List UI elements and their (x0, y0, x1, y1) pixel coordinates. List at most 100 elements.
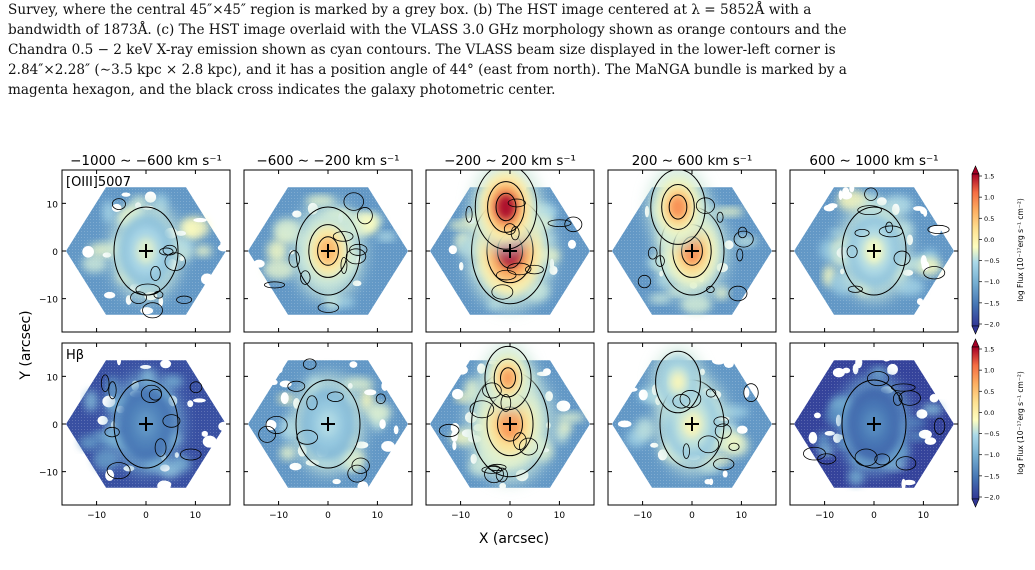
flux-contour (706, 285, 715, 293)
flux-contour (493, 358, 523, 398)
flux-contour (874, 453, 891, 466)
flux-contour (923, 266, 946, 280)
flux-contour (296, 429, 318, 445)
flux-contour (287, 380, 306, 392)
flux-contour (189, 381, 203, 394)
y-tick-label: 0 (52, 421, 58, 431)
flux-contour (495, 269, 517, 281)
flux-contour (892, 392, 903, 406)
flux-contour (547, 219, 572, 228)
flux-contour (345, 248, 367, 265)
flux-contour (153, 290, 164, 299)
flux-contour (714, 423, 732, 439)
flux-contour (135, 283, 161, 296)
flux-contour (465, 205, 473, 223)
flux-contour (347, 464, 367, 483)
flux-contour (491, 284, 514, 300)
column-title: −600 ∼ −200 km s⁻¹ (256, 153, 399, 169)
column-title: 200 ∼ 600 km s⁻¹ (632, 153, 753, 169)
flux-contour (113, 379, 179, 469)
flux-contour (306, 395, 318, 411)
flux-contour (332, 231, 354, 242)
flux-contour (495, 467, 508, 483)
colorbar-tick-label: −1.5 (984, 299, 1000, 307)
flux-contour (375, 393, 386, 405)
flux-contour (506, 262, 532, 276)
x-tick-label: 0 (871, 511, 877, 521)
colorbar-tick-label: 0.5 (984, 215, 994, 223)
emission-blob (670, 372, 686, 392)
colorbar-tick-label: 1.5 (984, 346, 994, 354)
y-tick-label: −10 (39, 469, 58, 479)
colorbar-tick-label: 1.5 (984, 173, 994, 181)
flux-contour (162, 244, 177, 256)
flux-contour (263, 281, 286, 289)
flux-contour (317, 302, 340, 313)
flux-contour (895, 456, 917, 471)
flux-contour (351, 457, 370, 474)
x-tick-label: −10 (815, 511, 834, 521)
flux-contour (668, 194, 688, 220)
flux-contour (340, 257, 348, 274)
y-axis-label: Y (arcsec) (18, 310, 34, 380)
flux-contour (672, 394, 691, 409)
y-tick-label: 10 (47, 200, 59, 210)
flux-contour (655, 350, 701, 414)
flux-contour (519, 437, 538, 456)
x-tick-label: 10 (918, 511, 930, 521)
x-tick-label: 0 (689, 511, 695, 521)
channel-map-panel: −10 0 10 (425, 342, 595, 521)
flux-contour (154, 438, 167, 457)
flux-contour (697, 435, 720, 454)
flux-contour (933, 417, 946, 435)
flux-contour (326, 391, 344, 402)
caption-line: magenta hexagon, and the black cross ind… (8, 82, 556, 98)
caption-line: 2.84″×2.28″ (∼3.5 kpc × 2.8 kpc), and it… (8, 62, 847, 78)
channel-map-panel: −600 ∼ −200 km s⁻¹ (243, 153, 413, 333)
flux-contour (308, 224, 348, 278)
flux-contour (846, 245, 858, 259)
flux-contour (162, 414, 181, 428)
column-title: −1000 ∼ −600 km s⁻¹ (70, 153, 222, 169)
x-tick-label: 0 (325, 511, 331, 521)
flux-contour (817, 453, 837, 465)
flux-contour (857, 205, 882, 216)
flux-contour (661, 184, 695, 230)
x-tick-label: 0 (143, 511, 149, 521)
flux-contour (159, 247, 174, 256)
colorbar: 1.5 1.0 0.5 0.0 −0.5 −1.0 −1.5 −2.0 log Flux (10… (971, 165, 1025, 335)
flux-contour (713, 416, 729, 427)
figure-caption: Survey, where the central 45″×45″ region… (8, 0, 1030, 100)
colorbar-gradient (971, 173, 980, 327)
flux-contour (679, 390, 702, 409)
y-tick-label: 10 (47, 373, 59, 383)
colorbar-label: log Flux (10⁻¹⁷erg s⁻¹ cm⁻²) (1016, 198, 1025, 302)
flux-contour (728, 285, 748, 302)
colorbar-tick-label: −2.0 (984, 494, 1000, 502)
flux-contour (108, 381, 117, 400)
x-tick-label: −10 (451, 511, 470, 521)
y-tick-label: −10 (39, 296, 58, 306)
colorbar: 1.5 1.0 0.5 0.0 −0.5 −1.0 −1.5 −2.0 log Flux (10… (971, 338, 1025, 508)
colorbar-extend-bottom (971, 325, 980, 335)
y-tick-label: 0 (52, 248, 58, 258)
channel-map-panel: −200 ∼ 200 km s⁻¹ (425, 153, 595, 333)
emission-blob (669, 195, 687, 219)
flux-contour (682, 443, 690, 459)
flux-contour (106, 462, 131, 480)
colorbar-tick-label: 1.0 (984, 367, 994, 375)
x-tick-label: 0 (507, 511, 513, 521)
flux-contour (513, 432, 527, 451)
flux-contour (300, 270, 311, 285)
flux-contour (637, 274, 652, 289)
flux-contour (349, 243, 368, 256)
column-title: −200 ∼ 200 km s⁻¹ (444, 153, 576, 169)
x-axis-label: X (arcsec) (479, 531, 549, 547)
caption-line: Survey, where the central 45″×45″ region… (8, 2, 812, 18)
flux-contour (482, 382, 502, 399)
flux-contour (743, 383, 759, 402)
column-title: 600 ∼ 1000 km s⁻¹ (809, 153, 938, 169)
flux-contour (803, 446, 826, 461)
flux-contour (484, 345, 532, 411)
flux-contour (343, 192, 364, 211)
